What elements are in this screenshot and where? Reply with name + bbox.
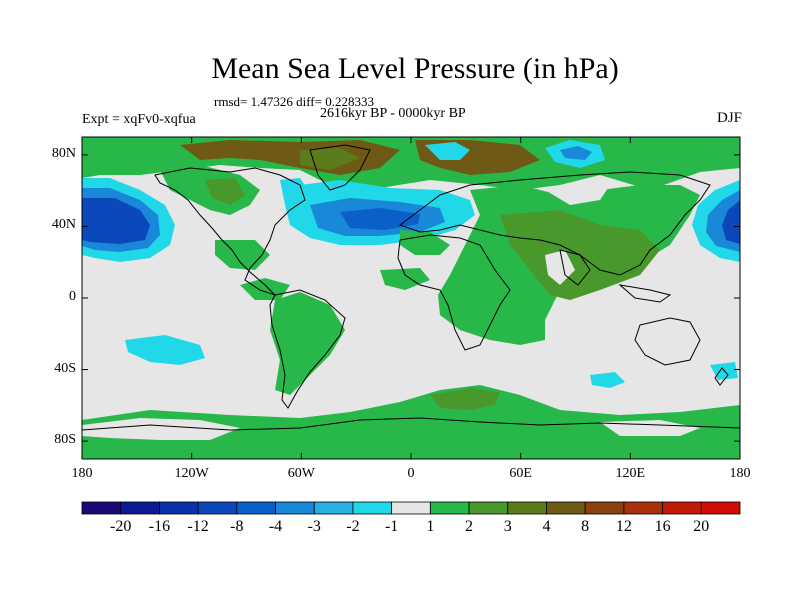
colorbar-swatch: [159, 501, 199, 515]
coast-new-zealand: [714, 367, 729, 386]
colorbar-label: -16: [148, 518, 171, 535]
colorbar-label: -12: [187, 518, 209, 535]
europe-green: [400, 230, 450, 255]
atl-green-strip: [380, 268, 430, 290]
antarctica-neutral-patches: [82, 418, 240, 440]
colorbar-swatch: [507, 501, 547, 515]
map-title: Mean Sea Level Pressure (in hPa): [211, 52, 619, 85]
colorbar-label: -2: [346, 518, 360, 535]
coast-africa: [397, 234, 511, 351]
arctic-low-2-core: [560, 146, 592, 160]
lat-label: 80S: [54, 432, 76, 448]
lon-label: 60E: [509, 466, 532, 481]
colorbar-label: 3: [503, 518, 512, 535]
colorbar-label: 8: [581, 518, 590, 535]
lon-label: 60W: [287, 466, 315, 481]
colorbar-swatch: [391, 501, 431, 515]
experiment-label: Expt = xqFv0-xqfua: [82, 112, 196, 127]
lat-label: 80N: [51, 145, 76, 161]
colorbar-swatch: [197, 501, 238, 515]
lat-label: 40N: [51, 217, 76, 233]
colorbar-label: 4: [542, 518, 551, 535]
colorbar-label: -4: [268, 518, 283, 535]
coast-south-america: [269, 289, 346, 409]
colorbar-label: 1: [426, 518, 435, 535]
southern-ocean-green: [82, 385, 740, 459]
colorbar-label: -1: [384, 518, 399, 535]
colorbar-swatch: [275, 501, 315, 515]
antarctic-brown: [430, 388, 500, 410]
siberia-neutral-gap: [545, 183, 610, 205]
season-label: DJF: [716, 110, 742, 126]
colorbar-swatch: [546, 501, 586, 515]
colorbar-swatch: [120, 501, 160, 515]
colorbar-label: -8: [230, 518, 244, 535]
colorbar-swatch: [623, 501, 663, 515]
namerica-low-strip: [280, 178, 315, 215]
coast-eurasia: [398, 171, 711, 276]
colorbar-label: 12: [615, 518, 632, 535]
colorbar-swatch: [313, 501, 354, 515]
axis-ticks: [81, 137, 741, 459]
namerica-brown: [205, 178, 245, 205]
arctic-low-1: [425, 142, 470, 160]
npac-low-west-core: [82, 198, 150, 244]
colorbar-swatch: [662, 501, 702, 515]
colorbar-swatch: [352, 501, 393, 515]
colorbar-label: 2: [465, 518, 474, 535]
lon-label: 180: [729, 466, 751, 481]
lon-label: 120E: [615, 466, 646, 481]
coast-india: [559, 249, 591, 286]
spac-low: [125, 335, 205, 365]
wpac-low-east-core: [722, 200, 740, 244]
colorbar-swatch: [429, 501, 470, 515]
colorbar-swatch: [700, 501, 741, 515]
stats-label: rmsd= 1.47326 diff= 0.228333: [214, 94, 374, 109]
colorbar: [81, 501, 741, 515]
lon-label: 180: [71, 466, 93, 481]
coast-se-asia: [618, 284, 672, 303]
lon-label: 0: [407, 466, 415, 481]
colorbar-swatch: [236, 501, 276, 515]
colorbar-swatch: [81, 501, 122, 515]
colorbar-label: -3: [307, 518, 321, 535]
coast-australia: [634, 317, 701, 366]
south-america-green: [270, 292, 345, 395]
arctic-brown-west: [180, 140, 400, 175]
coastlines: [82, 144, 740, 431]
coast-north-america: [154, 167, 306, 296]
sindian-low: [590, 372, 625, 388]
colorbar-label: -20: [110, 518, 132, 535]
colorbar-swatch: [584, 501, 625, 515]
colorbar-label: 20: [693, 518, 710, 535]
coast-antarctica: [82, 417, 740, 431]
colorbar-label: 16: [654, 518, 671, 535]
arabia-neutral: [545, 250, 575, 285]
lat-label: 40S: [54, 360, 76, 376]
lon-label: 120W: [174, 466, 209, 481]
colorbar-swatch: [468, 501, 509, 515]
lat-label: 0: [69, 289, 76, 304]
coast-greenland: [309, 144, 371, 191]
period-label: 2616kyr BP - 0000kyr BP: [320, 106, 466, 121]
namerica-green-2: [215, 240, 270, 270]
